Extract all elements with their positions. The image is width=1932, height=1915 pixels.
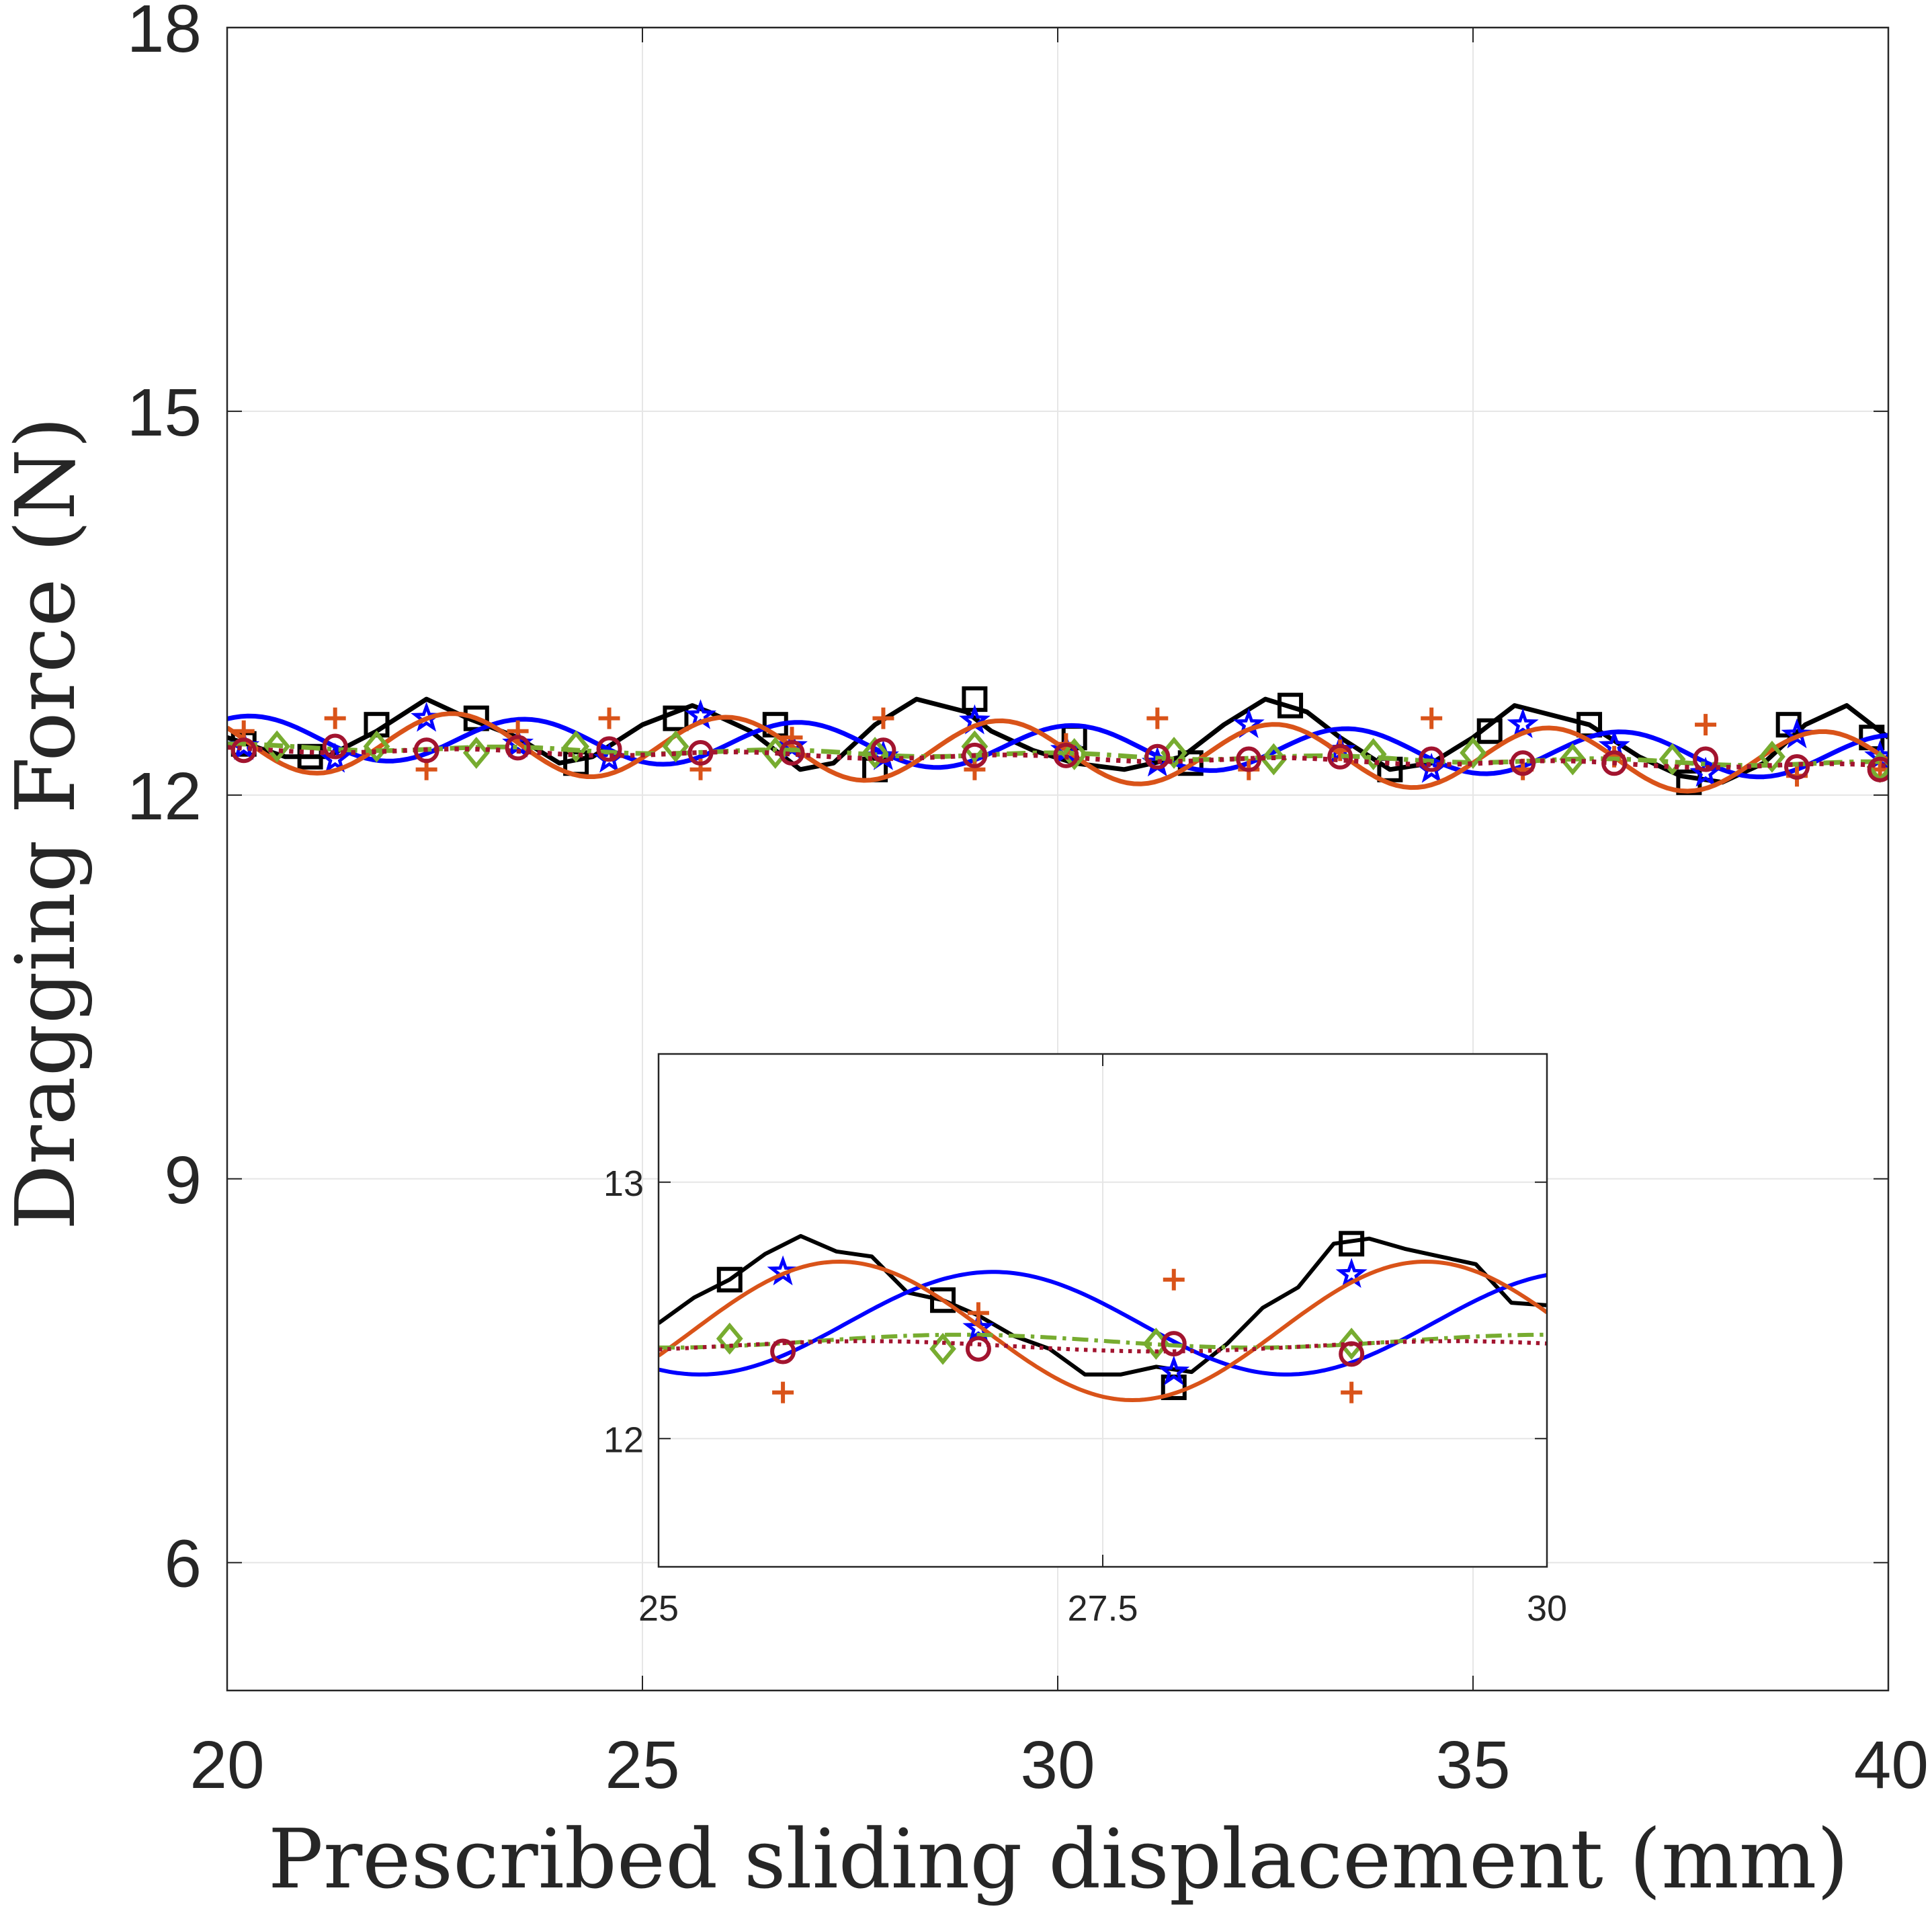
main-series-2-marker-10 — [1146, 707, 1169, 729]
inset-y-tick-label-1: 13 — [603, 1164, 644, 1204]
main-series-4-marker-14 — [1510, 750, 1536, 776]
main-series-3-marker-11 — [1359, 738, 1387, 770]
main-series-1-line — [227, 713, 1888, 780]
main-series-1-marker-17 — [1781, 718, 1813, 749]
main-series-4-marker-7 — [870, 737, 896, 764]
inset-series-4-line — [659, 1339, 1547, 1354]
main-series-3-marker-15 — [1759, 740, 1786, 773]
main-series-3-marker-1 — [363, 730, 390, 763]
main-series-2-marker-6 — [781, 727, 803, 749]
main-x-tick-label-4: 40 — [1854, 1727, 1929, 1803]
inset-y-tick-label-0: 12 — [603, 1420, 644, 1460]
main-series-3-marker-14 — [1658, 743, 1686, 776]
main-series-3-marker-7 — [961, 730, 989, 763]
inset-series-0-line — [659, 1233, 1547, 1377]
main-series-2-marker-13 — [1421, 707, 1443, 729]
main-series-4-marker-2 — [413, 737, 439, 764]
main-y-tick-label-0: 6 — [164, 1526, 202, 1602]
main-series-4-marker-18 — [1867, 756, 1888, 782]
main-series-4-marker-0 — [230, 737, 257, 764]
main-series-2-marker-1 — [324, 707, 346, 729]
main-series-4-marker-11 — [1236, 746, 1262, 772]
main-series-0-marker-5 — [663, 705, 689, 731]
main-series-4-marker-9 — [1053, 742, 1079, 768]
inset-plot: 25 27.5 30 12 13 — [603, 1053, 1567, 1629]
main-series-3-marker-4 — [662, 730, 689, 763]
main-series-3-marker-6 — [862, 737, 888, 769]
main-series-2-marker-7 — [872, 707, 894, 729]
inset-series-0-marker-1 — [930, 1287, 956, 1313]
inset-series-1-marker-3 — [1335, 1258, 1368, 1289]
main-y-tick-label-4: 18 — [127, 0, 202, 67]
main-series-4-marker-10 — [1144, 743, 1171, 770]
inset-series-2-line — [659, 1260, 1547, 1402]
main-series-4-marker-1 — [322, 733, 348, 760]
inset-series-4-marker-1 — [965, 1336, 991, 1362]
inset-x-tick-label-0: 25 — [638, 1588, 679, 1629]
main-series-layer — [227, 686, 1888, 795]
inset-series-2-marker-1 — [967, 1302, 989, 1324]
inset-series-1-marker-0 — [767, 1255, 799, 1286]
main-x-tick-label-1: 25 — [605, 1727, 679, 1803]
main-series-4-marker-12 — [1327, 743, 1353, 770]
main-series-3-marker-13 — [1559, 743, 1587, 776]
main-series-4-line — [227, 745, 1888, 770]
main-x-tick-label-0: 20 — [190, 1727, 264, 1803]
inset-series-0-marker-3 — [1339, 1231, 1365, 1257]
main-series-1-marker-14 — [1507, 708, 1539, 739]
main-series-0-marker-13 — [1476, 718, 1503, 744]
main-series-3-marker-0 — [263, 730, 291, 763]
main-x-tick-label-3: 35 — [1435, 1727, 1510, 1803]
inset-series-2-marker-2 — [1163, 1268, 1185, 1291]
main-series-4-marker-13 — [1419, 746, 1445, 772]
main-series-3-line — [227, 741, 1888, 768]
main-series-4-marker-6 — [779, 740, 805, 766]
main-y-tick-label-2: 12 — [127, 759, 202, 834]
main-series-4-marker-15 — [1601, 750, 1628, 776]
main-series-4-marker-8 — [962, 742, 988, 768]
main-series-4-marker-4 — [596, 736, 622, 762]
inset-series-1-marker-2 — [1158, 1355, 1190, 1386]
main-series-2-marker-4 — [598, 707, 620, 729]
inset-series-4-marker-2 — [1161, 1331, 1187, 1357]
inset-series-layer — [659, 1231, 1547, 1403]
main-series-3-marker-12 — [1460, 737, 1486, 769]
inset-series-2-marker-3 — [1341, 1381, 1363, 1403]
inset-series-3-line — [659, 1332, 1547, 1350]
main-series-3-marker-3 — [562, 730, 590, 763]
inset-series-4-marker-0 — [770, 1338, 796, 1364]
inset-x-tick-label-2: 30 — [1527, 1588, 1567, 1629]
inset-series-2-marker-0 — [772, 1381, 794, 1403]
main-series-4-marker-16 — [1693, 746, 1719, 772]
inset-series-4-marker-3 — [1339, 1341, 1365, 1367]
main-series-0-marker-11 — [1277, 692, 1304, 719]
main-series-4-marker-5 — [687, 740, 714, 766]
inset-series-3-marker-1 — [929, 1332, 956, 1365]
main-y-tick-label-1: 9 — [164, 1143, 202, 1218]
main-y-tick-label-3: 15 — [127, 375, 202, 450]
main-x-tick-label-2: 30 — [1020, 1727, 1095, 1803]
main-series-2-marker-16 — [1695, 714, 1717, 736]
y-axis-label: Dragging Force (N) — [0, 417, 93, 1231]
main-series-3-marker-10 — [1260, 743, 1288, 776]
inset-x-tick-label-1: 27.5 — [1067, 1588, 1138, 1629]
x-axis-label: Prescribed sliding displacement (mm) — [268, 1811, 1849, 1907]
inset-series-3-marker-3 — [1338, 1328, 1366, 1360]
main-series-3-marker-8 — [1060, 738, 1088, 770]
inset-series-0-marker-0 — [716, 1266, 743, 1293]
inset-series-3-marker-0 — [716, 1322, 743, 1355]
main-series-4-marker-3 — [505, 735, 531, 761]
main-series-4-marker-17 — [1784, 753, 1810, 780]
